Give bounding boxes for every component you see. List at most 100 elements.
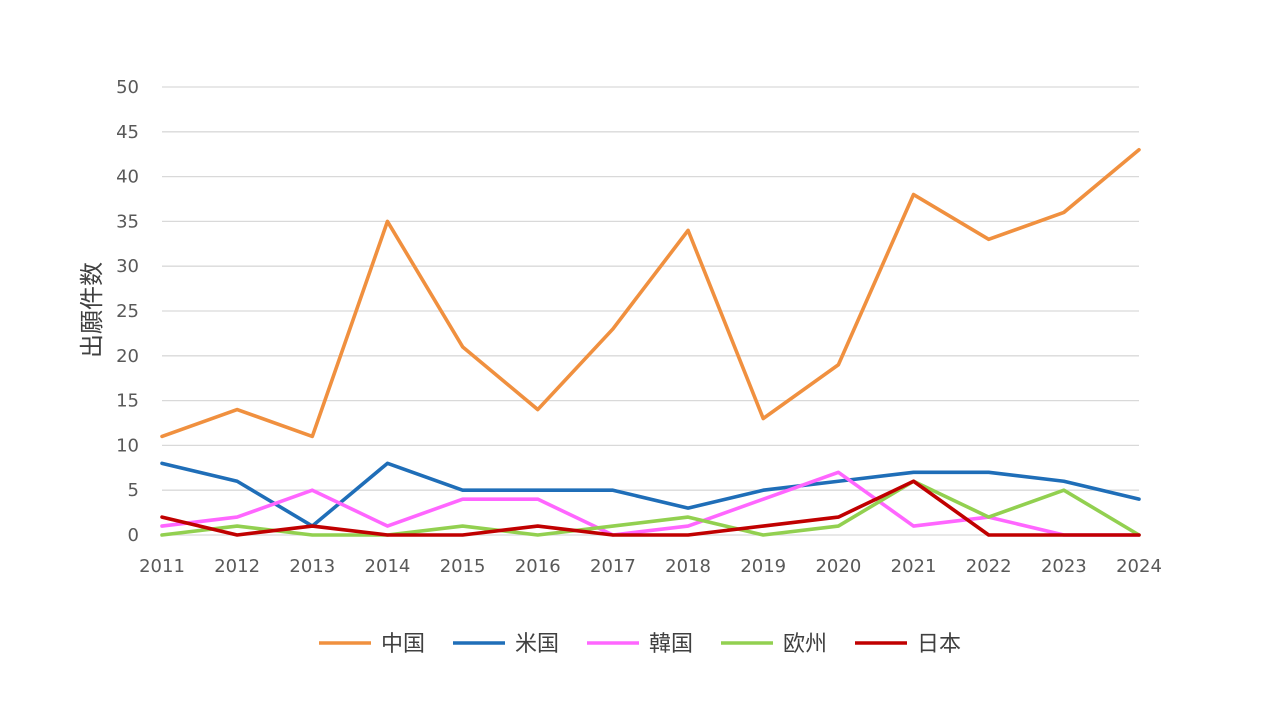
data-point xyxy=(160,461,164,465)
x-tick-label: 2017 xyxy=(590,556,636,577)
data-point xyxy=(1137,148,1141,152)
data-point xyxy=(912,479,916,483)
data-point xyxy=(310,488,314,492)
data-point xyxy=(686,228,690,232)
data-point xyxy=(310,434,314,438)
y-tick-label: 40 xyxy=(116,167,139,188)
data-point xyxy=(912,524,916,528)
series-line xyxy=(160,470,1141,537)
legend-item: 中国 xyxy=(319,632,425,657)
data-point xyxy=(1062,210,1066,214)
data-point xyxy=(836,470,840,474)
x-tick-label: 2018 xyxy=(665,556,711,577)
y-tick-label: 25 xyxy=(116,301,139,322)
data-point xyxy=(686,524,690,528)
y-tick-label: 10 xyxy=(116,435,139,456)
series-1 xyxy=(160,461,1141,528)
data-point xyxy=(235,524,239,528)
data-point xyxy=(461,524,465,528)
series-4 xyxy=(160,479,1141,537)
data-point xyxy=(761,533,765,537)
legend-label: 日本 xyxy=(917,632,961,657)
series-line xyxy=(160,479,1141,537)
series-0 xyxy=(160,147,1141,439)
data-point xyxy=(761,524,765,528)
data-point xyxy=(461,497,465,501)
x-tick-label: 2011 xyxy=(139,556,185,577)
data-point xyxy=(1062,479,1066,483)
data-point xyxy=(686,506,690,510)
data-point xyxy=(235,479,239,483)
series-line xyxy=(160,461,1141,528)
x-tick-label: 2015 xyxy=(440,556,486,577)
x-tick-label: 2012 xyxy=(214,556,260,577)
data-point xyxy=(912,193,916,197)
y-tick-label: 50 xyxy=(116,77,139,98)
x-tick-label: 2014 xyxy=(365,556,411,577)
data-point xyxy=(536,524,540,528)
data-point xyxy=(310,533,314,537)
data-point xyxy=(1137,497,1141,501)
data-point xyxy=(160,533,164,537)
x-tick-label: 2016 xyxy=(515,556,561,577)
data-point xyxy=(235,533,239,537)
y-tick-label: 45 xyxy=(116,122,139,143)
series-line xyxy=(160,479,1141,537)
data-point xyxy=(836,479,840,483)
legend: 中国 米国 韓国 欧州 日本 xyxy=(319,632,961,657)
data-point xyxy=(310,524,314,528)
data-point xyxy=(1137,533,1141,537)
legend-item: 米国 xyxy=(453,632,559,657)
data-point xyxy=(461,488,465,492)
series-line xyxy=(160,147,1141,439)
data-point xyxy=(536,497,540,501)
data-point xyxy=(987,237,991,241)
y-tick-label: 20 xyxy=(116,346,139,367)
y-axis-title: 出願件数 xyxy=(78,262,106,358)
x-tick-label: 2020 xyxy=(815,556,861,577)
data-point xyxy=(235,515,239,519)
data-point xyxy=(611,327,615,331)
y-tick-label: 5 xyxy=(128,480,139,501)
data-point xyxy=(987,533,991,537)
data-point xyxy=(385,533,389,537)
series-3 xyxy=(160,479,1141,537)
data-point xyxy=(160,434,164,438)
x-tick-label: 2013 xyxy=(289,556,335,577)
series-2 xyxy=(160,470,1141,537)
data-point xyxy=(761,417,765,421)
x-tick-label: 2023 xyxy=(1041,556,1087,577)
data-point xyxy=(686,533,690,537)
data-point xyxy=(385,219,389,223)
data-point xyxy=(836,524,840,528)
legend-item: 日本 xyxy=(855,632,961,657)
data-point xyxy=(836,515,840,519)
data-point xyxy=(160,515,164,519)
data-point xyxy=(1062,488,1066,492)
data-point xyxy=(611,524,615,528)
legend-label: 中国 xyxy=(381,632,425,657)
data-point xyxy=(987,515,991,519)
y-tick-label: 30 xyxy=(116,256,139,277)
y-tick-label: 35 xyxy=(116,211,139,232)
legend-label: 米国 xyxy=(515,632,559,657)
data-point xyxy=(461,345,465,349)
legend-label: 韓国 xyxy=(649,632,693,657)
y-tick-label: 0 xyxy=(128,525,139,546)
data-point xyxy=(461,533,465,537)
data-point xyxy=(836,363,840,367)
data-point xyxy=(160,524,164,528)
x-tick-label: 2019 xyxy=(740,556,786,577)
data-point xyxy=(761,497,765,501)
legend-label: 欧州 xyxy=(783,632,827,657)
x-tick-label: 2021 xyxy=(891,556,937,577)
y-tick-label: 15 xyxy=(116,391,139,412)
data-point xyxy=(536,488,540,492)
data-point xyxy=(686,515,690,519)
data-point xyxy=(611,488,615,492)
x-tick-label: 2022 xyxy=(966,556,1012,577)
data-point xyxy=(536,408,540,412)
legend-item: 欧州 xyxy=(721,632,827,657)
